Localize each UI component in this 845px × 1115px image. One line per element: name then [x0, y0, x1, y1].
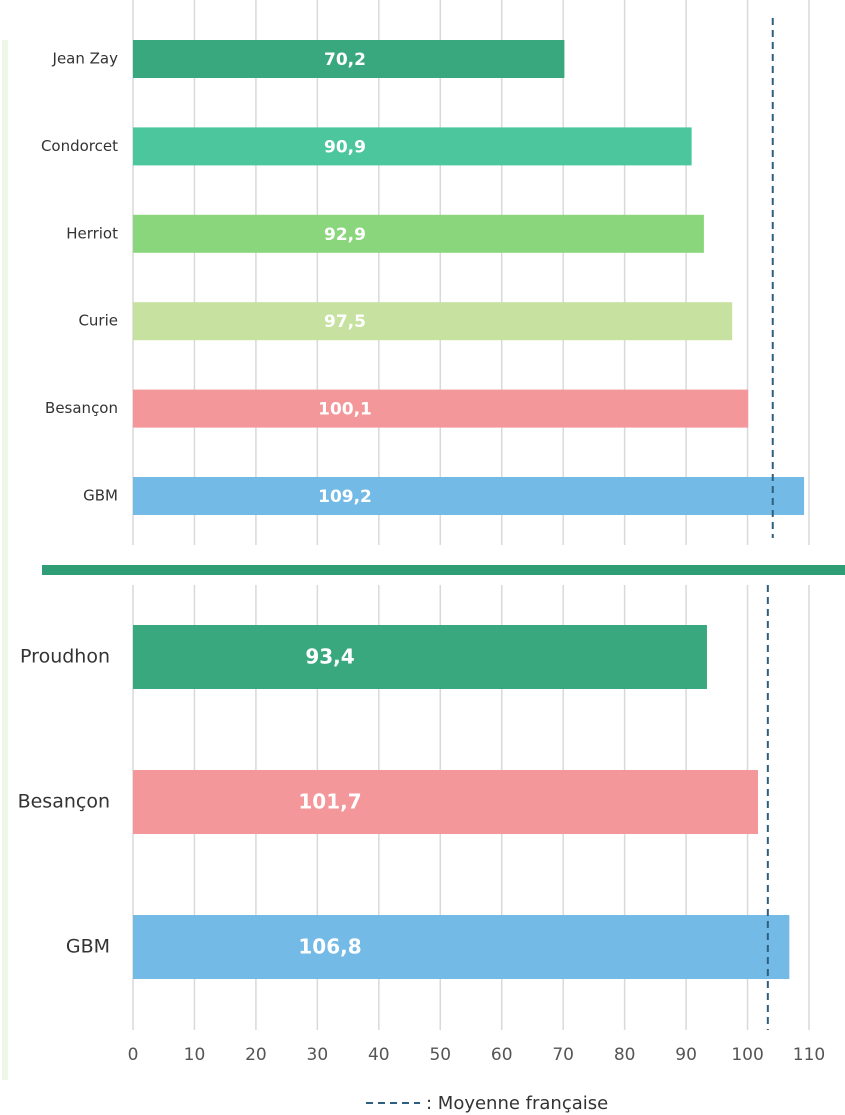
value-label: 100,1 — [318, 400, 372, 420]
value-label: 97,5 — [324, 312, 366, 332]
x-tick-label: 80 — [614, 1045, 636, 1065]
value-label: 90,9 — [324, 137, 366, 157]
x-tick-label: 40 — [368, 1045, 390, 1065]
bar — [133, 915, 790, 979]
y-tick-label: Condorcet — [41, 137, 118, 155]
separator — [42, 565, 845, 575]
y-tick-label: Proudhon — [20, 646, 110, 668]
bar — [133, 127, 692, 166]
value-label: 101,7 — [298, 790, 361, 814]
value-label: 109,2 — [318, 487, 372, 507]
bar — [133, 40, 565, 78]
bar — [133, 302, 733, 341]
x-tick-label: 20 — [245, 1045, 267, 1065]
bar — [133, 389, 749, 428]
x-tick-label: 60 — [491, 1045, 513, 1065]
value-label: 92,9 — [324, 225, 366, 245]
x-tick-label: 10 — [184, 1045, 206, 1065]
bar — [133, 625, 707, 689]
x-tick-label: 90 — [675, 1045, 697, 1065]
y-tick-label: Besançon — [18, 791, 110, 813]
y-tick-label: Curie — [78, 312, 118, 330]
bar — [133, 770, 758, 834]
y-tick-label: GBM — [83, 487, 118, 505]
y-tick-label: Jean Zay — [52, 50, 119, 68]
y-tick-label: Besançon — [45, 399, 118, 417]
x-tick-label: 70 — [552, 1045, 574, 1065]
y-tick-label: GBM — [66, 936, 110, 958]
value-label: 93,4 — [305, 645, 354, 669]
value-label: 106,8 — [298, 935, 361, 959]
x-tick-label: 30 — [307, 1045, 329, 1065]
legend-label: : Moyenne française — [426, 1093, 608, 1114]
x-tick-label: 50 — [429, 1045, 451, 1065]
x-tick-label: 100 — [731, 1045, 763, 1065]
x-tick-label: 0 — [128, 1045, 139, 1065]
bar — [133, 477, 805, 515]
x-tick-label: 110 — [793, 1045, 825, 1065]
value-label: 70,2 — [324, 50, 366, 70]
y-tick-label: Herriot — [66, 224, 118, 242]
bar — [133, 214, 704, 253]
